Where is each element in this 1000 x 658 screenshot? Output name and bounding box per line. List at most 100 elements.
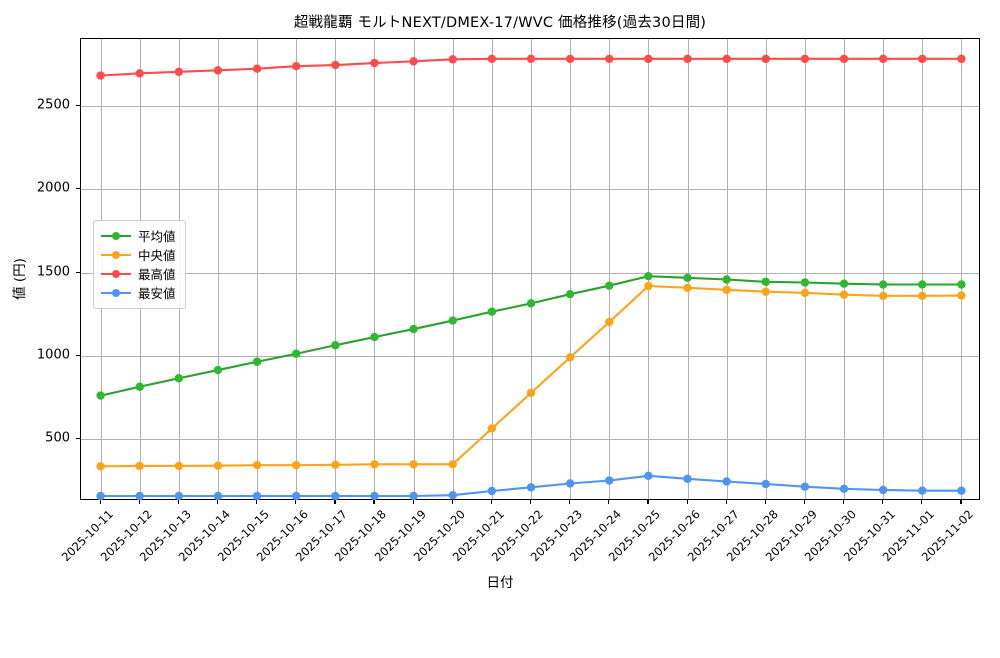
data-point xyxy=(292,349,301,358)
x-tick-mark xyxy=(451,500,453,504)
y-tick-label: 2000 xyxy=(36,180,70,196)
data-point xyxy=(957,54,966,64)
plot-area xyxy=(80,38,980,501)
gridline-horizontal xyxy=(81,105,979,107)
chart-figure: 超戦龍覇 モルトNEXT/DMEX-17/WVC 価格推移(過去30日間) 値 … xyxy=(12,15,980,591)
gridline-vertical xyxy=(648,39,650,499)
y-tick-mark xyxy=(76,188,80,190)
legend-label: 最安値 xyxy=(138,286,176,301)
data-point xyxy=(761,287,770,296)
data-point xyxy=(448,490,457,500)
data-point xyxy=(448,55,457,64)
data-point xyxy=(448,316,457,325)
data-point xyxy=(252,460,262,470)
data-point xyxy=(96,462,105,471)
data-point xyxy=(174,461,184,471)
legend-item[interactable]: 最高値 xyxy=(101,264,176,283)
y-tick-mark xyxy=(76,438,80,440)
gridline-vertical xyxy=(570,39,572,499)
gridline-vertical xyxy=(452,39,454,499)
data-point xyxy=(135,382,144,391)
x-tick-mark xyxy=(647,500,649,504)
data-point xyxy=(565,289,575,299)
data-point xyxy=(605,281,614,290)
data-point xyxy=(800,482,810,491)
legend-item[interactable]: 最安値 xyxy=(101,283,176,302)
x-tick-mark xyxy=(99,500,101,504)
data-point xyxy=(409,57,418,66)
x-tick-mark xyxy=(569,500,571,504)
data-point xyxy=(96,71,105,80)
data-point xyxy=(878,54,888,64)
data-point xyxy=(96,391,105,400)
x-tick-mark xyxy=(334,500,336,504)
data-point xyxy=(370,491,379,501)
data-point xyxy=(878,291,888,301)
gridline-horizontal xyxy=(81,189,979,191)
data-point xyxy=(683,273,692,283)
data-point xyxy=(644,54,653,64)
gridline-vertical xyxy=(257,39,259,499)
data-point xyxy=(135,461,144,471)
x-axis-label: 日付 xyxy=(486,575,514,591)
gridline-horizontal xyxy=(81,272,979,274)
data-point xyxy=(174,67,184,77)
legend-item[interactable]: 平均値 xyxy=(101,226,176,245)
data-point xyxy=(683,54,692,64)
data-point xyxy=(526,54,536,64)
data-point xyxy=(526,388,536,398)
gridline-vertical xyxy=(844,39,846,499)
x-tick-mark xyxy=(921,500,923,504)
data-point xyxy=(331,491,340,501)
gridline-vertical xyxy=(374,39,376,499)
x-tick-mark xyxy=(960,500,962,504)
data-point xyxy=(292,491,301,501)
data-point xyxy=(918,486,927,495)
data-point xyxy=(644,281,653,291)
data-point xyxy=(565,479,575,488)
data-point xyxy=(957,280,966,289)
data-point xyxy=(448,460,457,469)
data-point xyxy=(135,491,144,501)
data-point xyxy=(878,280,888,289)
data-point xyxy=(918,291,927,301)
data-point xyxy=(213,66,223,75)
data-point xyxy=(487,486,497,496)
y-tick-mark xyxy=(76,104,80,106)
x-tick-mark xyxy=(256,500,258,504)
x-tick-mark xyxy=(843,500,845,504)
data-point xyxy=(213,461,223,470)
legend-swatch-icon xyxy=(101,267,131,281)
legend-swatch-icon xyxy=(101,286,131,300)
x-tick-mark xyxy=(764,500,766,504)
data-point xyxy=(683,283,692,293)
y-tick-label: 1000 xyxy=(36,347,70,363)
data-point xyxy=(800,54,810,64)
data-point xyxy=(918,54,927,64)
data-point xyxy=(409,324,418,334)
data-point xyxy=(918,280,927,289)
data-point xyxy=(409,491,418,501)
gridline-vertical xyxy=(217,39,219,499)
chart-title: 超戦龍覇 モルトNEXT/DMEX-17/WVC 価格推移(過去30日間) xyxy=(293,15,707,31)
gridline-vertical xyxy=(609,39,611,499)
data-point xyxy=(252,64,262,73)
x-tick-mark xyxy=(373,500,375,504)
data-point xyxy=(761,479,770,489)
data-point xyxy=(878,485,888,495)
gridline-vertical xyxy=(804,39,806,499)
x-tick-mark xyxy=(725,500,727,504)
gridline-vertical xyxy=(413,39,415,499)
y-tick-label: 2500 xyxy=(36,97,70,113)
gridline-vertical xyxy=(296,39,298,499)
data-point xyxy=(96,491,105,501)
data-point xyxy=(644,271,653,281)
x-tick-mark xyxy=(216,500,219,504)
data-point xyxy=(722,54,731,64)
data-point xyxy=(761,54,770,64)
x-tick-mark xyxy=(177,500,179,504)
data-point xyxy=(605,317,614,327)
data-point xyxy=(487,424,497,433)
legend-item[interactable]: 中央値 xyxy=(101,245,176,264)
data-point xyxy=(683,474,692,484)
